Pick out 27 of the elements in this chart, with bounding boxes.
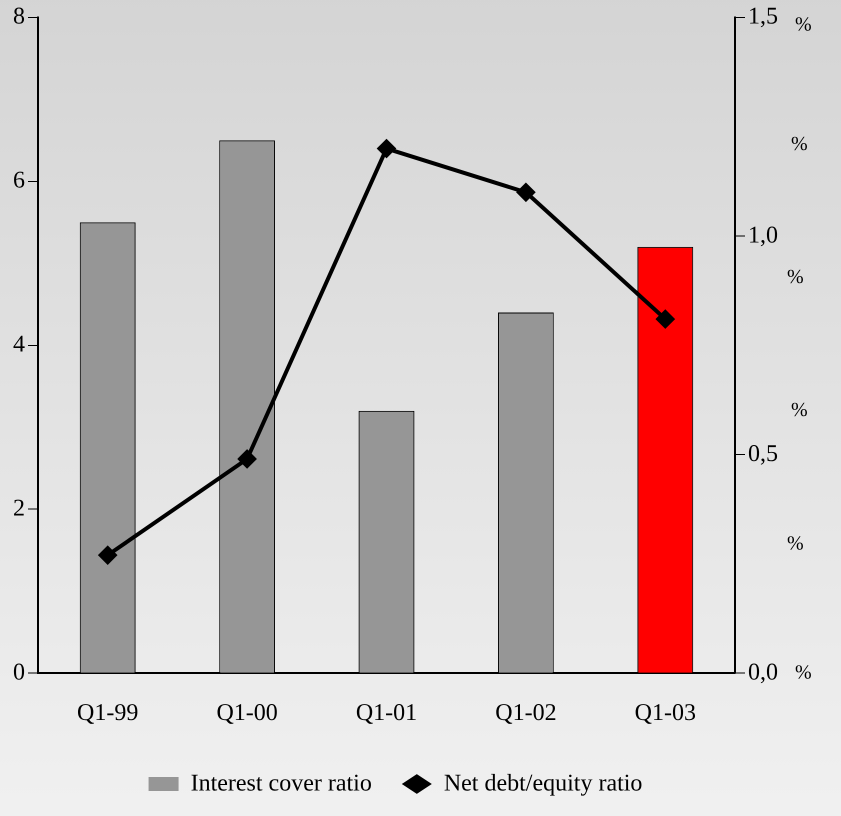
- x-tick-label: Q1-01: [356, 700, 418, 726]
- y-tick-label: 2: [13, 496, 25, 522]
- y2-tick-label: 1,0: [748, 222, 778, 248]
- legend-label: Interest cover ratio: [190, 770, 372, 796]
- text: %: [787, 532, 804, 554]
- x-tick-label: Q1-99: [77, 700, 138, 726]
- y-tick-label: 4: [13, 332, 25, 358]
- x-tick-label: Q1-02: [495, 700, 557, 726]
- y2-tick-label: 0,5: [748, 440, 778, 467]
- text: %: [787, 266, 804, 288]
- point: [98, 546, 117, 564]
- point: [516, 183, 535, 202]
- x-tick-label: Q1-03: [634, 700, 696, 726]
- y2-tick-label: 0,0: [748, 659, 778, 686]
- text: %: [795, 661, 812, 684]
- y-tick-label: 8: [13, 4, 25, 30]
- point: [238, 450, 256, 468]
- text: %: [791, 399, 808, 422]
- point: [378, 140, 396, 158]
- y-tick-label: 6: [13, 168, 25, 194]
- y2-tick-label: 1,5: [748, 4, 778, 30]
- text: %: [795, 14, 812, 36]
- point: [656, 310, 674, 328]
- y-tick-label: 0: [13, 659, 25, 686]
- legend-label: Net debt/equity ratio: [444, 770, 642, 796]
- x-tick-label: Q1-00: [216, 700, 278, 726]
- text: %: [791, 132, 808, 155]
